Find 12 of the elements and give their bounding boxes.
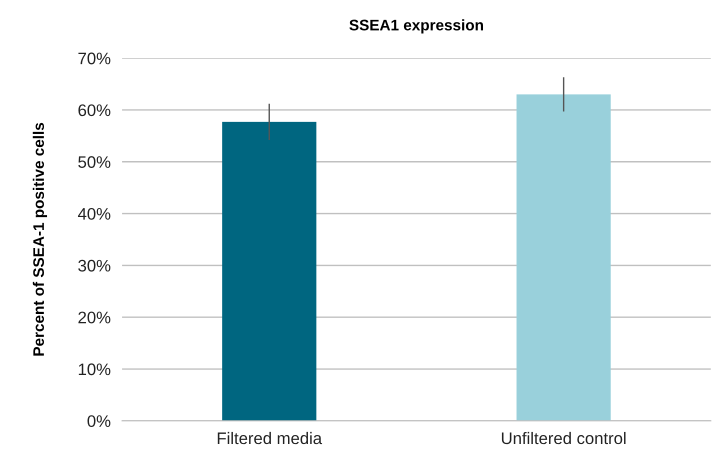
chart-title: SSEA1 expression xyxy=(349,19,484,34)
y-tick-label: 30% xyxy=(78,260,110,272)
y-tick-label: 20% xyxy=(78,312,110,324)
y-tick-label: 10% xyxy=(78,363,110,376)
y-tick-label: 50% xyxy=(78,156,110,168)
x-tick-label: Filtered media xyxy=(218,432,322,444)
x-tick-label: Unfiltered control xyxy=(502,432,626,444)
y-tick-label: 60% xyxy=(78,104,110,116)
y-tick-label: 40% xyxy=(78,208,110,220)
y-tick-label: 0% xyxy=(88,415,110,428)
y-axis-title: Percent of SSEA-1 positive cells xyxy=(32,122,48,356)
y-tick-label: 70% xyxy=(78,52,110,64)
